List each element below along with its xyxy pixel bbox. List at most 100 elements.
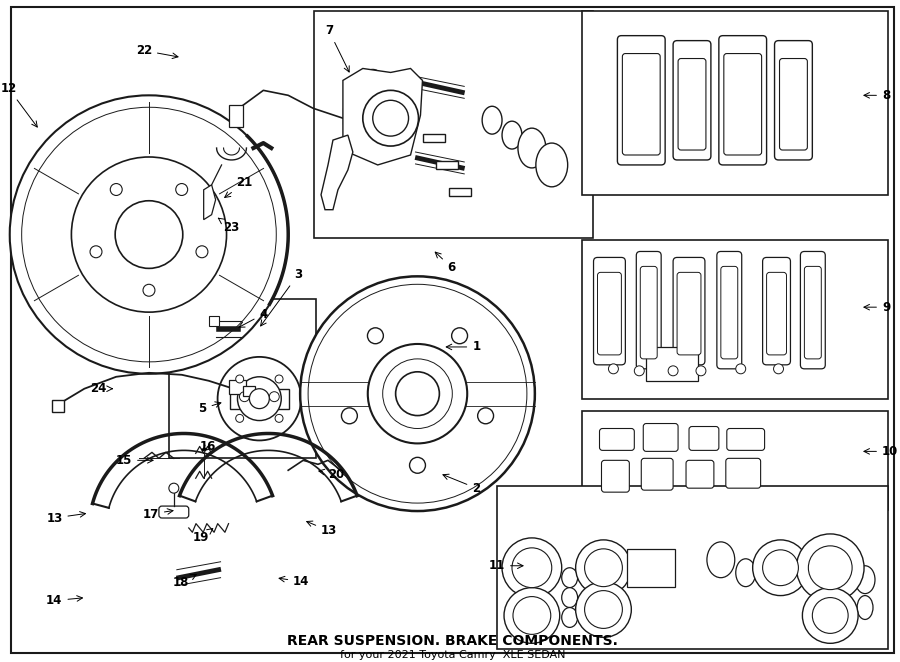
- Circle shape: [736, 364, 746, 374]
- FancyBboxPatch shape: [599, 428, 634, 450]
- Circle shape: [608, 364, 618, 374]
- Text: 16: 16: [200, 440, 216, 453]
- Text: 23: 23: [219, 218, 239, 234]
- FancyBboxPatch shape: [725, 458, 760, 488]
- Bar: [436, 161, 458, 169]
- Circle shape: [576, 540, 631, 596]
- Text: 9: 9: [864, 301, 890, 314]
- Circle shape: [308, 284, 526, 503]
- Text: 12: 12: [0, 82, 37, 127]
- Circle shape: [585, 549, 623, 587]
- Circle shape: [236, 414, 244, 422]
- Circle shape: [696, 366, 706, 376]
- Polygon shape: [321, 135, 353, 210]
- Circle shape: [396, 372, 439, 416]
- FancyBboxPatch shape: [678, 58, 706, 150]
- Circle shape: [752, 540, 808, 596]
- Bar: [169, 299, 316, 458]
- Text: 21: 21: [225, 176, 253, 197]
- Circle shape: [774, 364, 784, 374]
- Circle shape: [367, 328, 383, 344]
- Text: 6: 6: [436, 252, 455, 274]
- Circle shape: [512, 548, 552, 588]
- Ellipse shape: [562, 568, 578, 588]
- FancyBboxPatch shape: [717, 252, 742, 369]
- Circle shape: [275, 414, 283, 422]
- FancyBboxPatch shape: [800, 252, 825, 369]
- Circle shape: [90, 246, 102, 258]
- Circle shape: [176, 183, 188, 195]
- Text: 24: 24: [90, 382, 112, 395]
- FancyBboxPatch shape: [767, 272, 787, 355]
- Bar: [581, 240, 888, 399]
- Circle shape: [300, 276, 535, 511]
- Circle shape: [218, 357, 302, 440]
- Bar: [343, 109, 364, 124]
- Circle shape: [169, 483, 179, 493]
- Ellipse shape: [736, 559, 756, 587]
- Circle shape: [585, 591, 623, 628]
- Circle shape: [803, 588, 858, 643]
- Text: 11: 11: [489, 559, 523, 572]
- Ellipse shape: [502, 121, 522, 149]
- Text: 22: 22: [136, 44, 178, 58]
- Text: 10: 10: [864, 445, 898, 458]
- Circle shape: [115, 201, 183, 268]
- Ellipse shape: [518, 128, 545, 168]
- Circle shape: [249, 389, 269, 408]
- Circle shape: [236, 375, 244, 383]
- Bar: [52, 400, 65, 412]
- Ellipse shape: [857, 596, 873, 620]
- FancyBboxPatch shape: [775, 40, 813, 160]
- FancyBboxPatch shape: [805, 266, 822, 359]
- Circle shape: [813, 598, 848, 634]
- Text: 4: 4: [238, 308, 267, 327]
- FancyBboxPatch shape: [719, 36, 767, 165]
- Circle shape: [111, 183, 122, 195]
- FancyBboxPatch shape: [673, 40, 711, 160]
- FancyBboxPatch shape: [686, 460, 714, 488]
- FancyBboxPatch shape: [724, 54, 761, 155]
- Polygon shape: [203, 185, 216, 220]
- FancyBboxPatch shape: [593, 258, 626, 365]
- Circle shape: [10, 95, 288, 374]
- Circle shape: [762, 550, 798, 586]
- Text: 19: 19: [193, 529, 212, 544]
- Bar: [497, 486, 888, 649]
- Text: 14: 14: [279, 575, 310, 588]
- Text: for your 2021 Toyota Camry  XLE SEDAN: for your 2021 Toyota Camry XLE SEDAN: [339, 650, 565, 660]
- Bar: [646, 347, 698, 381]
- Circle shape: [196, 246, 208, 258]
- Ellipse shape: [386, 76, 403, 101]
- Bar: [230, 389, 289, 408]
- FancyBboxPatch shape: [598, 272, 621, 355]
- FancyBboxPatch shape: [689, 426, 719, 450]
- FancyBboxPatch shape: [601, 460, 629, 492]
- Circle shape: [513, 596, 551, 634]
- Text: 5: 5: [198, 402, 220, 415]
- Ellipse shape: [855, 566, 875, 594]
- Circle shape: [341, 408, 357, 424]
- Ellipse shape: [562, 588, 578, 608]
- Text: 17: 17: [143, 508, 173, 520]
- Bar: [581, 11, 888, 195]
- Ellipse shape: [562, 608, 578, 628]
- Circle shape: [478, 408, 493, 424]
- Bar: [229, 380, 247, 394]
- Circle shape: [363, 90, 419, 146]
- Circle shape: [452, 328, 467, 344]
- Text: REAR SUSPENSION. BRAKE COMPONENTS.: REAR SUSPENSION. BRAKE COMPONENTS.: [287, 634, 617, 648]
- FancyBboxPatch shape: [642, 458, 673, 490]
- Circle shape: [239, 392, 249, 402]
- FancyBboxPatch shape: [762, 258, 790, 365]
- Circle shape: [796, 534, 864, 602]
- Circle shape: [504, 588, 560, 643]
- FancyBboxPatch shape: [640, 266, 657, 359]
- Ellipse shape: [361, 70, 384, 101]
- Circle shape: [502, 538, 562, 598]
- FancyBboxPatch shape: [779, 58, 807, 150]
- FancyBboxPatch shape: [673, 258, 705, 365]
- Bar: [314, 11, 592, 238]
- Bar: [627, 549, 675, 587]
- Text: 18: 18: [173, 575, 196, 589]
